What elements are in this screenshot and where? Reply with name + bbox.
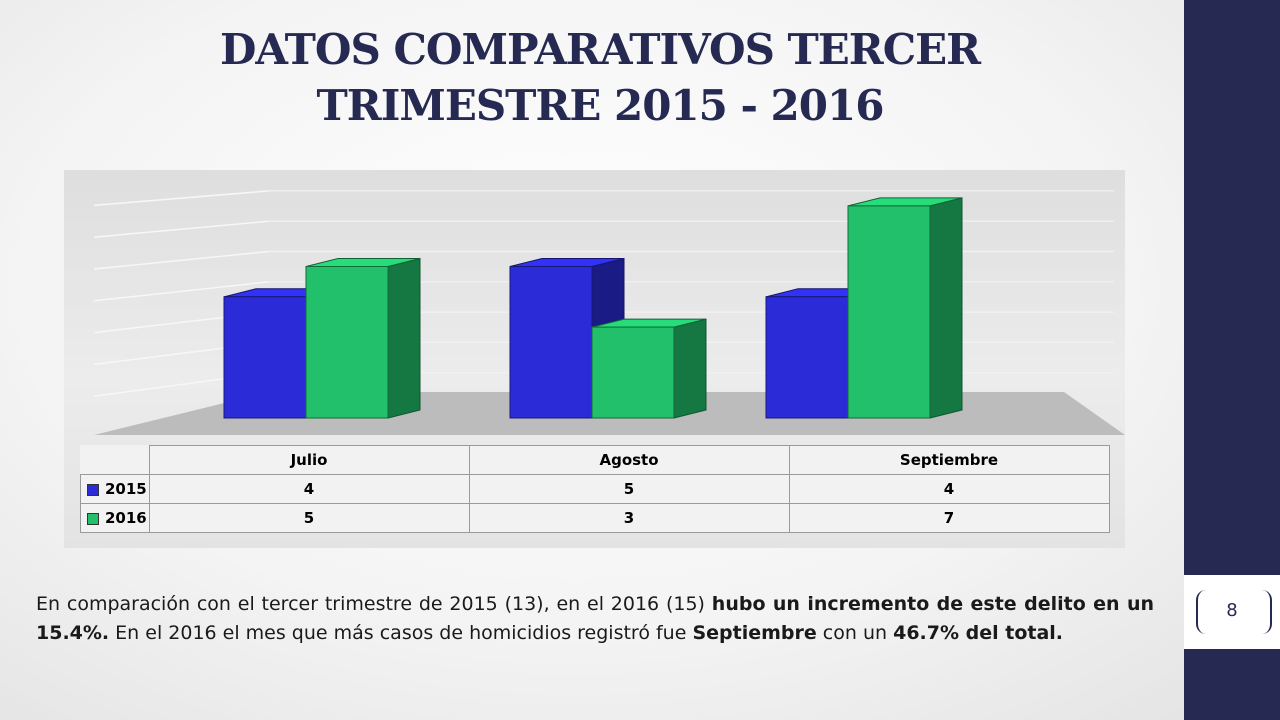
data-value-2016-julio: 5 [148, 503, 470, 533]
summary-text-1: En comparación con el tercer trimestre d… [36, 593, 712, 615]
page-number-tab [1184, 575, 1280, 649]
gridline [93, 281, 270, 302]
category-label-julio: Julio [148, 445, 470, 475]
data-table-corner [81, 446, 150, 475]
data-value-2016-septiembre: 7 [788, 503, 1110, 533]
gridline [93, 190, 270, 207]
data-table-header-row: Julio Agosto Septiembre [81, 445, 1110, 475]
legend-label-2015: 2015 [105, 480, 147, 498]
gridline [93, 220, 270, 238]
summary-paragraph: En comparación con el tercer trimestre d… [36, 590, 1154, 648]
category-label-septiembre: Septiembre [788, 445, 1110, 475]
data-value-2015-agosto: 5 [468, 474, 790, 504]
legend-entry-2015: 2015 [80, 474, 150, 504]
summary-month: Septiembre [692, 622, 817, 644]
bar-2016-julio [305, 257, 421, 419]
legend-swatch-2015 [87, 483, 99, 496]
chart-bars [223, 197, 963, 419]
summary-text-2: En el 2016 el mes que más casos de homic… [109, 622, 693, 644]
legend-swatch-2016 [87, 512, 99, 525]
data-value-2016-agosto: 3 [468, 503, 790, 533]
category-label-agosto: Agosto [468, 445, 790, 475]
slide-title: DATOS COMPARATIVOS TERCER TRIMESTRE 2015… [180, 22, 1020, 134]
bar-2016-agosto [591, 318, 707, 419]
legend-entry-2016: 2016 [80, 503, 150, 533]
gridline [93, 250, 270, 270]
slide-title-line-2: TRIMESTRE 2015 - 2016 [316, 81, 885, 130]
data-table-row-2015: 2015 4 5 4 [80, 474, 1110, 504]
legend-label-2016: 2016 [105, 509, 147, 527]
bar-chart [93, 190, 1125, 435]
bar-2016-septiembre [847, 197, 963, 419]
summary-text-3: con un [816, 622, 894, 644]
chart-data-table: Julio Agosto Septiembre 2015 4 5 4 2016 … [80, 445, 1110, 533]
summary-share: 46.7% del total. [893, 622, 1064, 644]
slide-title-line-1: DATOS COMPARATIVOS TERCER [219, 25, 981, 74]
data-value-2015-septiembre: 4 [788, 474, 1110, 504]
summary-increase: hubo un incremento de este delito en un … [36, 593, 1155, 644]
data-table-row-2016: 2016 5 3 7 [80, 503, 1110, 533]
page-number: 8 [1226, 600, 1238, 621]
data-value-2015-julio: 4 [148, 474, 470, 504]
page-number-bracket [1196, 590, 1272, 634]
